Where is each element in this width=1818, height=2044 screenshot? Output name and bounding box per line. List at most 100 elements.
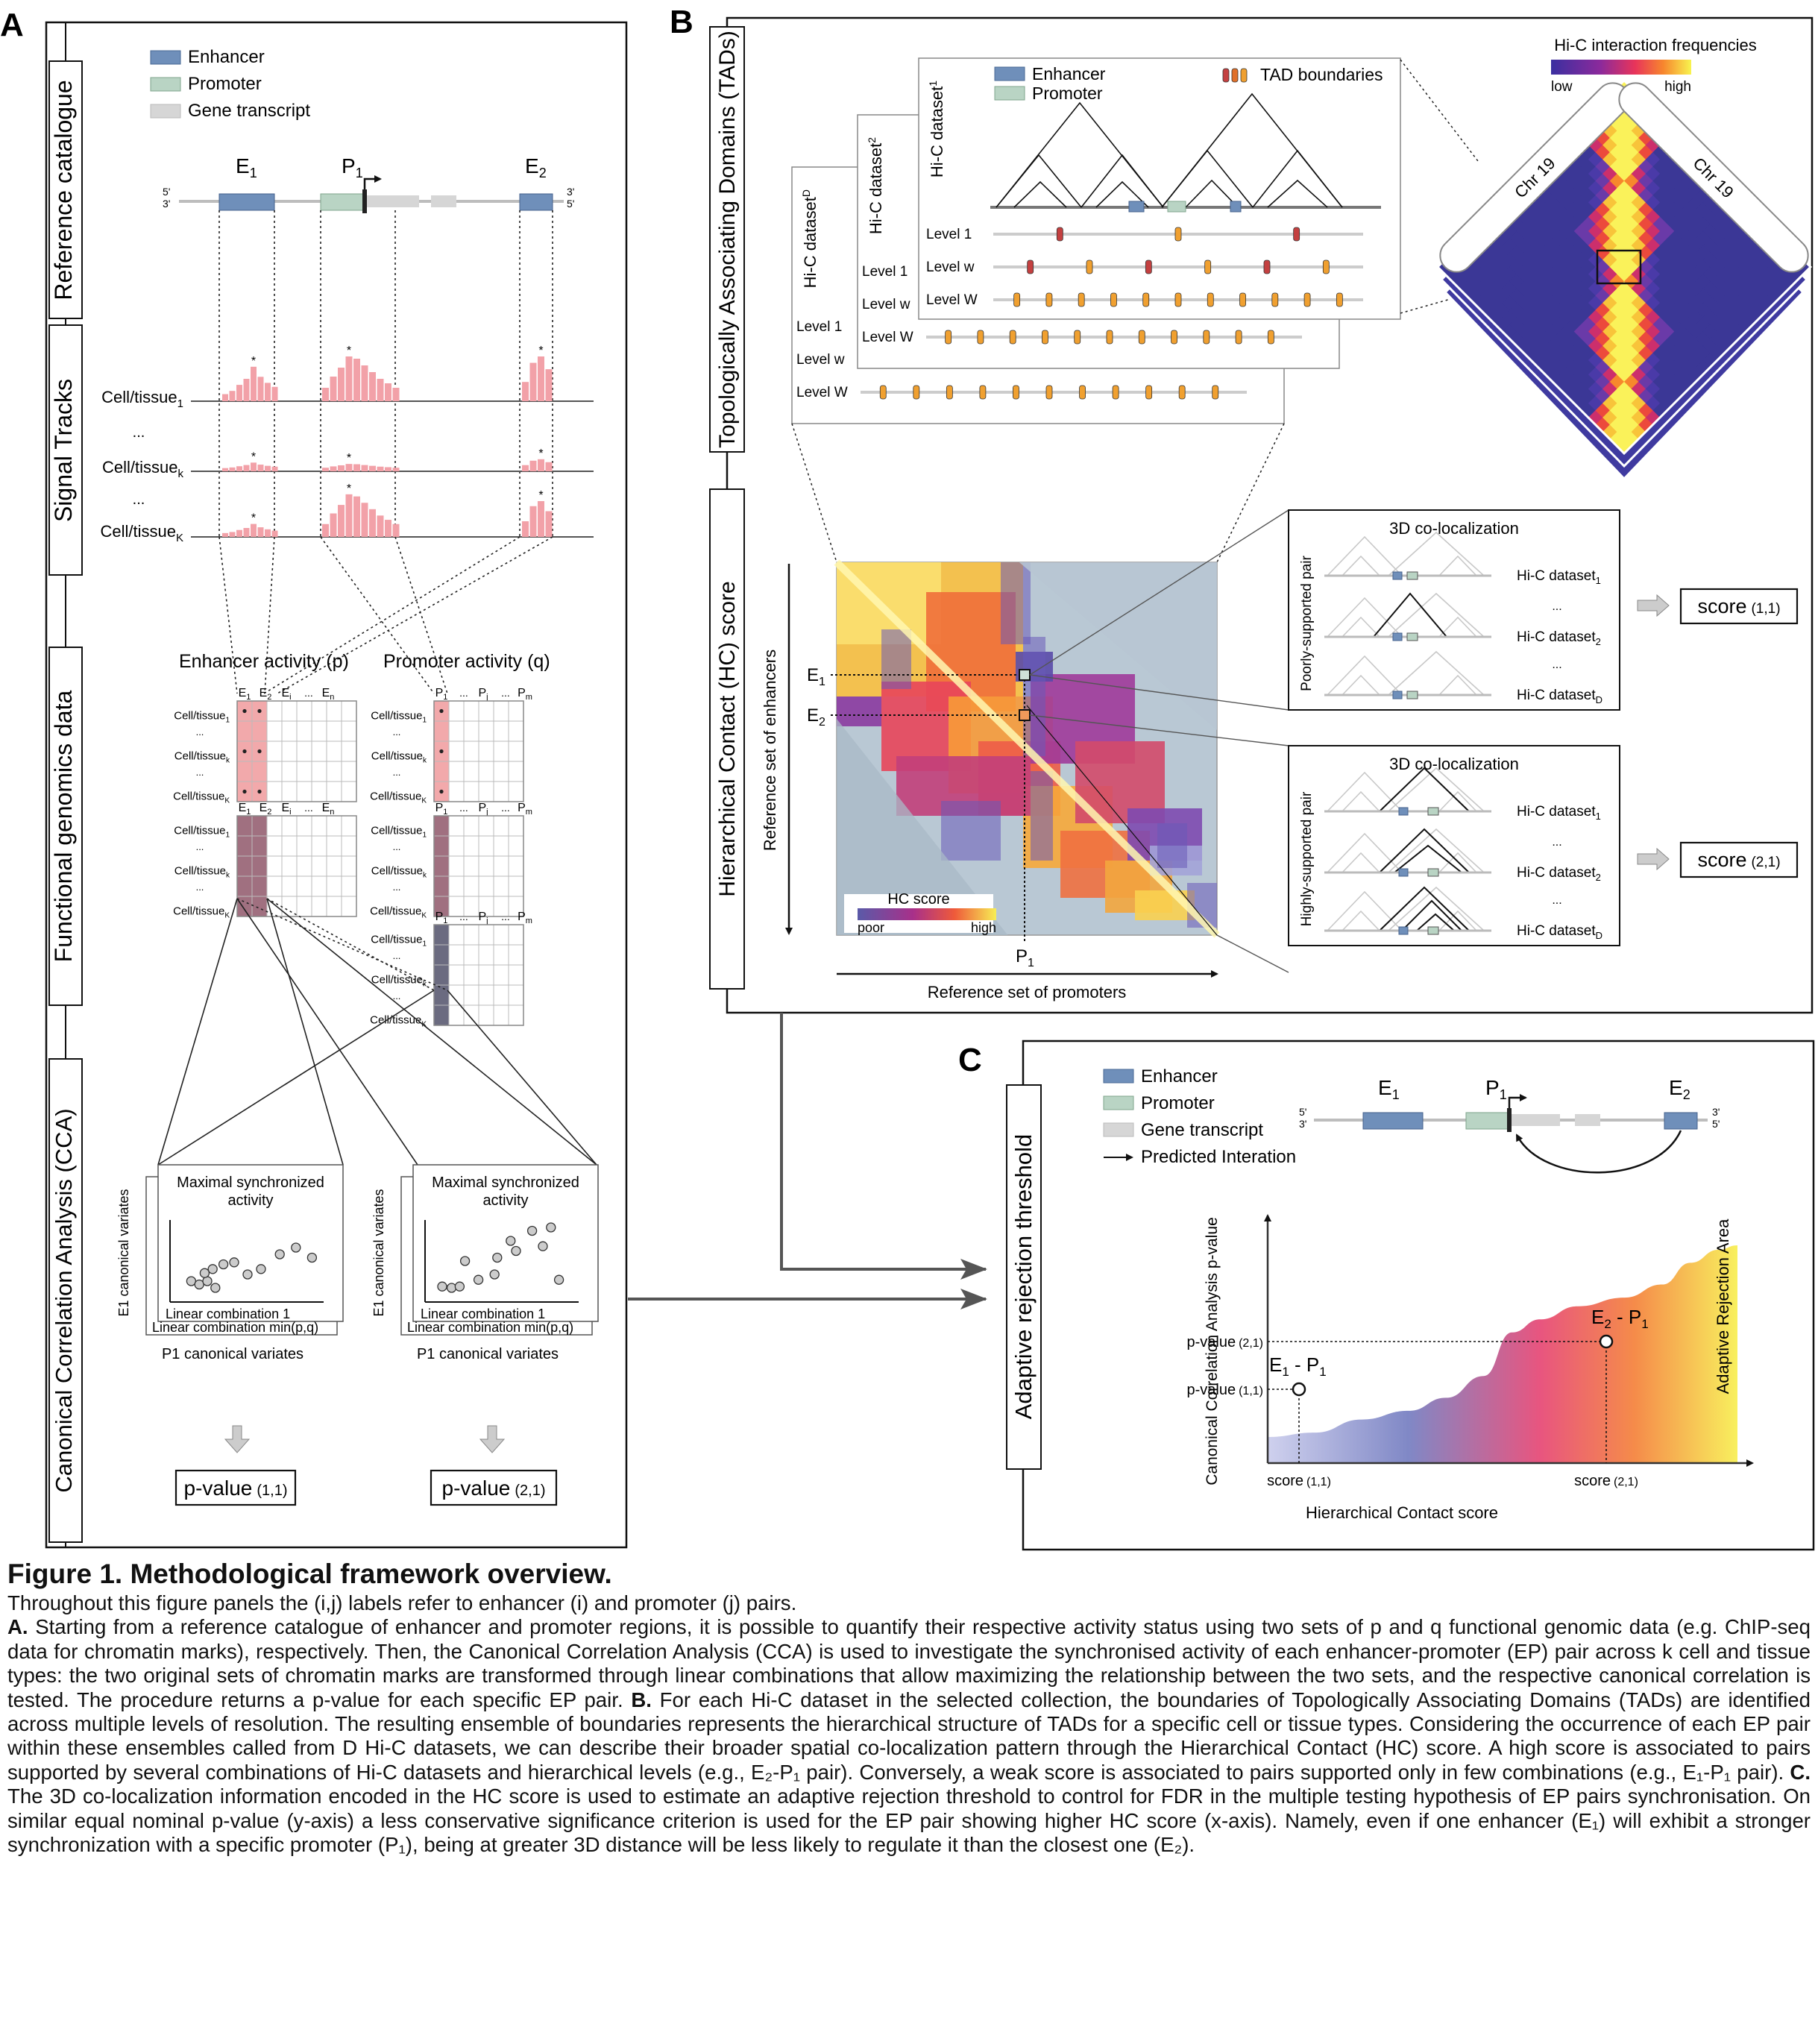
matrix-cell <box>266 875 283 897</box>
signal-bar <box>243 379 250 401</box>
ellipsis: ... <box>196 841 204 852</box>
signal-bar <box>377 379 384 401</box>
svg-text:p-value(2,1): p-value (2,1) <box>442 1477 546 1500</box>
scatter-point <box>459 1256 471 1266</box>
promoter-activity-label: Promoter activity (q) <box>383 651 550 672</box>
signal-bar <box>361 365 368 401</box>
hc-halo <box>1023 637 1045 756</box>
signal-bar <box>243 528 250 537</box>
coloc-triangle <box>1388 592 1485 638</box>
matrix-cell <box>281 875 298 897</box>
legend-boundary-swatch <box>1222 68 1230 83</box>
chart-point <box>1599 1334 1614 1349</box>
matrix-cell <box>341 875 357 897</box>
matrix-cell <box>463 815 479 837</box>
legend-enhancer-swatch <box>994 66 1025 81</box>
score-arrow <box>1637 847 1670 871</box>
signal-bar <box>369 509 376 537</box>
label: E1 <box>239 687 251 702</box>
matrix-cell <box>493 924 509 946</box>
coloc-enhancer <box>1398 807 1409 816</box>
tad-boundary-marker <box>1013 292 1021 307</box>
tad-boundary-marker <box>1112 385 1119 400</box>
coloc-triangle <box>1327 597 1403 638</box>
tad-boundary-marker <box>1336 292 1343 307</box>
label: Hi-C datasetD <box>1517 688 1602 705</box>
tad-boundary-marker <box>1235 330 1242 345</box>
matrix-cell <box>448 875 465 897</box>
scatter-title: Maximal synchronized activity <box>177 1174 324 1209</box>
coloc-triangle <box>1388 767 1485 812</box>
svg-text:5': 5' <box>1299 1106 1306 1118</box>
tad-triangle <box>1013 180 1067 208</box>
tad-boundary-marker <box>913 385 920 400</box>
tad-boundary-marker <box>945 330 952 345</box>
label: Cell/tissuek <box>371 749 427 764</box>
scatter-point <box>553 1274 564 1285</box>
matrix-cell <box>508 964 524 986</box>
matrix-cell <box>433 720 450 742</box>
label: P1 <box>435 802 448 817</box>
coloc-triangle <box>1394 844 1462 873</box>
signal-bar <box>271 386 278 401</box>
label: Hi-C datasetD <box>1517 923 1602 941</box>
signal-bar <box>353 359 360 401</box>
tad-boundary-marker <box>1271 292 1279 307</box>
matrix-cell <box>251 896 268 917</box>
matrix-cell <box>478 924 494 946</box>
coloc-triangle <box>1388 531 1485 576</box>
signal-bar <box>236 385 242 401</box>
heatmap-title: Hi-C interaction frequencies <box>1554 36 1756 54</box>
matrix-cell <box>296 740 312 762</box>
matrix-cell <box>281 740 298 762</box>
matrix-dot <box>257 708 262 714</box>
matrix-cell <box>341 835 357 857</box>
matrix-cell <box>326 700 342 722</box>
coloc-promoter <box>1406 632 1418 641</box>
signal-bar <box>522 465 529 471</box>
matrix-cell <box>341 720 357 742</box>
label: En <box>322 687 335 702</box>
scatter-caption: P1 canonical variates <box>162 1346 303 1362</box>
coloc-triangle <box>1342 910 1380 931</box>
matrix-cell <box>463 855 479 877</box>
matrix-cell <box>508 740 524 762</box>
tad-boundary-marker <box>1212 385 1219 400</box>
coloc-triangle <box>1388 886 1485 931</box>
scatter-xlabel: Linear combination 1 <box>421 1306 545 1321</box>
signal-bar <box>522 521 529 537</box>
matrix-cell <box>463 984 479 1006</box>
level-label: Level w <box>926 260 975 275</box>
signal-bar <box>377 515 384 537</box>
label: Cell/tissue1 <box>371 933 427 948</box>
svg-text:Gene transcript: Gene transcript <box>1141 1120 1263 1140</box>
label: Cell/tissueK <box>173 790 230 805</box>
signal-bar <box>545 369 553 401</box>
label: Hi-C dataset2 <box>1517 629 1601 647</box>
cca-scatter-plots: Maximal synchronized activity Linear combi… <box>116 1164 599 1362</box>
label: P1 <box>435 687 448 702</box>
matrix-cell <box>478 944 494 966</box>
signal-bar <box>257 377 264 401</box>
coloc-enhancer <box>1392 632 1403 641</box>
label: P1 <box>1016 946 1034 969</box>
matrix-cell <box>478 761 494 782</box>
matrix-cell <box>508 815 524 837</box>
link-dotted <box>1216 423 1285 563</box>
label: Cell/tissue1 <box>371 824 427 839</box>
matrix-cell <box>251 835 268 857</box>
signal-bar <box>385 467 391 471</box>
matrix-cell <box>326 761 342 782</box>
scatter-point <box>546 1222 556 1233</box>
scatter-point <box>489 1269 500 1280</box>
hc-cut-line <box>1026 705 1218 936</box>
signal-bar <box>369 465 376 471</box>
coloc-promoter <box>1427 807 1439 816</box>
signal-bar <box>251 462 257 471</box>
legend-promoter: Promoter <box>188 74 262 94</box>
level-label: Level w <box>862 297 910 312</box>
scatter-point <box>492 1252 503 1263</box>
link-coloc <box>1216 934 1289 973</box>
x-tick-label: score (1,1) <box>1267 1473 1331 1489</box>
coloc-triangle <box>1401 899 1462 931</box>
